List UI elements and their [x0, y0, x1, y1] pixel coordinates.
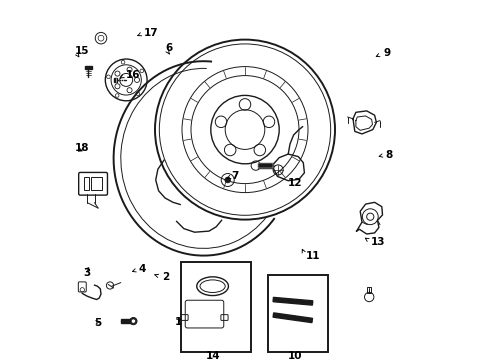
Text: 2: 2	[162, 272, 170, 282]
Bar	[258, 163, 273, 168]
Text: 14: 14	[205, 351, 220, 360]
Text: 4: 4	[139, 264, 146, 274]
Text: 13: 13	[371, 237, 386, 247]
Circle shape	[130, 318, 137, 325]
Bar	[273, 297, 313, 305]
Bar	[273, 313, 313, 323]
Circle shape	[225, 177, 231, 183]
Text: 5: 5	[94, 318, 101, 328]
Bar	[368, 287, 371, 293]
Text: 18: 18	[75, 143, 90, 153]
Bar	[269, 275, 328, 352]
Circle shape	[307, 315, 317, 325]
Text: 8: 8	[386, 150, 392, 160]
Text: 11: 11	[305, 251, 320, 261]
Text: 10: 10	[288, 351, 303, 360]
Bar	[85, 66, 92, 69]
Circle shape	[131, 319, 136, 323]
Text: 6: 6	[165, 42, 172, 53]
Text: 12: 12	[288, 178, 302, 188]
Bar	[258, 163, 273, 168]
Bar	[114, 78, 117, 82]
Bar	[91, 177, 102, 190]
Text: 16: 16	[125, 70, 140, 80]
Text: 1: 1	[175, 317, 182, 327]
Bar	[84, 177, 89, 190]
Text: 3: 3	[83, 268, 90, 278]
Bar	[181, 262, 251, 352]
Text: 17: 17	[144, 28, 158, 38]
Text: 15: 15	[75, 46, 90, 56]
Circle shape	[307, 298, 318, 308]
Bar	[121, 319, 131, 323]
Text: 9: 9	[384, 48, 391, 58]
Text: 7: 7	[232, 171, 239, 181]
